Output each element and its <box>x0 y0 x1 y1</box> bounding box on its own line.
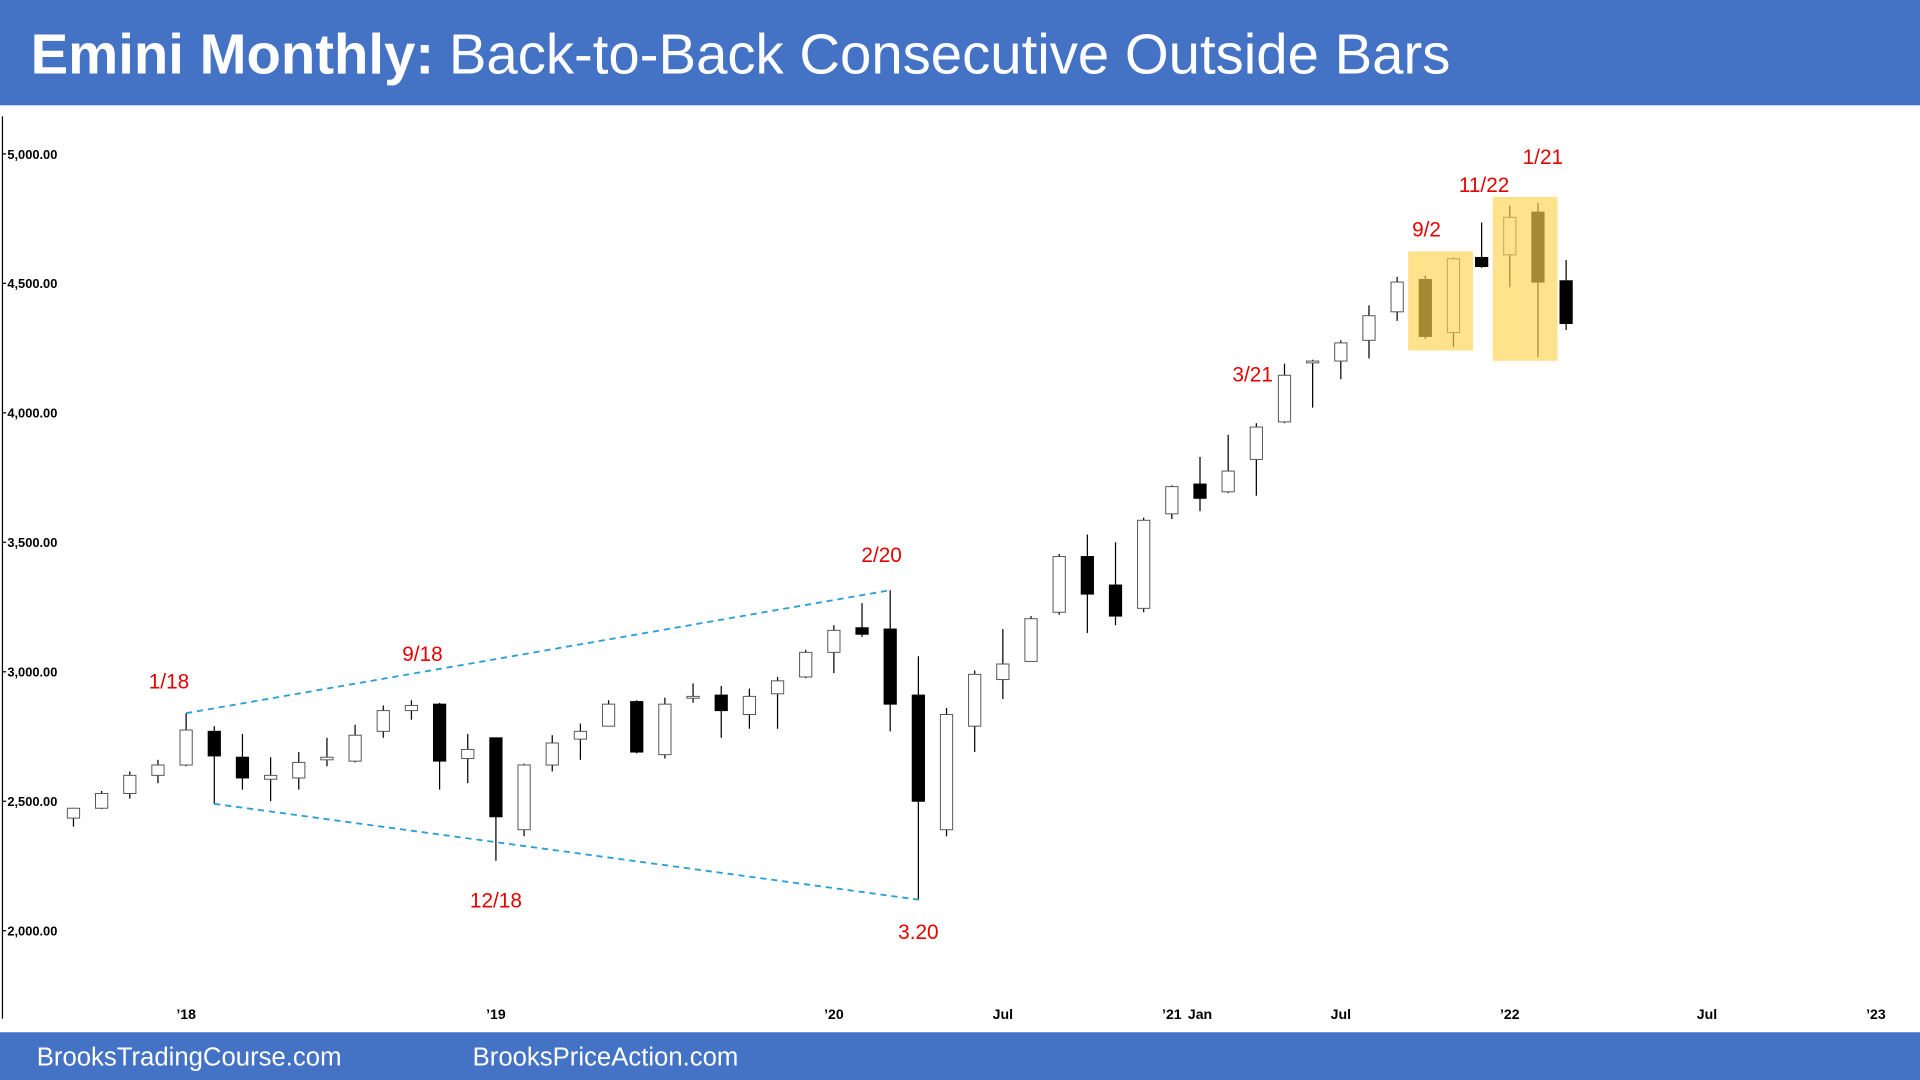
candle-body <box>1334 342 1348 362</box>
candle-body <box>66 807 81 819</box>
x-tick-label: Jul <box>1697 1006 1717 1022</box>
candle-body <box>1306 360 1320 364</box>
candle-body <box>573 730 588 740</box>
candle-body <box>770 680 785 695</box>
y-tick-label: 3,000.00 <box>7 665 57 680</box>
x-tick-label: ’23 <box>1866 1006 1886 1022</box>
annotation: 9/18 <box>402 643 442 666</box>
candle-body <box>799 651 813 678</box>
y-tick-label: 3,500.00 <box>7 535 57 550</box>
candle-body <box>207 730 221 757</box>
candle-body <box>996 663 1010 681</box>
candle-body <box>1277 374 1292 423</box>
footer-bar <box>0 1032 1920 1080</box>
candle-body <box>1475 256 1489 268</box>
candle-body <box>461 748 475 760</box>
candle-body <box>320 756 334 761</box>
candle-body <box>123 774 137 794</box>
trend-line <box>214 802 919 901</box>
annotation: 2/20 <box>861 544 901 567</box>
candle-body <box>292 761 306 779</box>
candle-body <box>1559 280 1573 324</box>
plot: 2,000.00 2,500.00 3,000.00 3,500.00 4,000.00… <box>2 146 1886 1022</box>
candle-body <box>489 737 503 818</box>
candle-body <box>376 710 390 732</box>
y-tick-label: 4,500.00 <box>7 276 57 291</box>
highlight-box <box>1492 196 1558 361</box>
annotation: 3.20 <box>898 921 938 944</box>
candle-body <box>179 729 193 766</box>
candle-body <box>714 694 728 712</box>
x-tick-label: Jan <box>1188 1006 1212 1022</box>
footer-left: BrooksTradingCourse.com <box>37 1043 342 1071</box>
y-tick-label: 2,500.00 <box>7 794 57 809</box>
title-main: Back-to-Back Consecutive Outside Bars <box>449 22 1451 85</box>
candle-body <box>911 694 925 802</box>
title-lead: Emini Monthly: <box>31 22 435 85</box>
candle-body <box>517 764 531 831</box>
x-tick-label: Jul <box>1331 1006 1351 1022</box>
x-tick-label: ’21 <box>1162 1006 1182 1022</box>
candle-body <box>658 703 672 756</box>
candle-body <box>939 714 954 831</box>
footer-right: BrooksPriceAction.com <box>473 1043 739 1071</box>
candle-body <box>630 701 644 753</box>
candle-body <box>1137 519 1151 609</box>
candle-body <box>348 734 362 762</box>
candle-body <box>1362 315 1376 341</box>
candle-body <box>968 673 982 727</box>
annotation: 1/18 <box>149 671 189 694</box>
y-tick-label: 4,000.00 <box>7 406 57 421</box>
candle-body <box>95 792 109 809</box>
annotation: 11/22 <box>1459 174 1510 197</box>
header-bar <box>0 0 1920 106</box>
candle-body <box>1249 426 1263 460</box>
candle-body <box>601 703 616 727</box>
candle-body <box>545 742 559 766</box>
x-tick-label: ’20 <box>824 1006 844 1022</box>
candle-body <box>883 628 897 705</box>
annotation: 3/21 <box>1232 364 1272 387</box>
title: Emini Monthly: Back-to-Back Consecutive O… <box>31 22 1451 85</box>
annotation: 12/18 <box>470 889 522 912</box>
annotation: 9/2 <box>1412 218 1441 241</box>
candle-body <box>1080 556 1094 595</box>
candle-body <box>1108 584 1123 617</box>
candle-body <box>151 764 165 776</box>
trend-line <box>185 589 891 715</box>
candle-body <box>404 704 419 712</box>
candle-body <box>1052 556 1066 613</box>
candle-body <box>686 695 700 699</box>
y-tick-label: 2,000.00 <box>7 924 57 939</box>
candle-body <box>1024 618 1038 662</box>
highlight-box <box>1408 251 1474 351</box>
candle-body <box>1390 281 1404 313</box>
annotation: 1/21 <box>1523 146 1563 169</box>
candle-body <box>742 695 756 715</box>
candle-body <box>1193 483 1207 499</box>
x-tick-label: Jul <box>993 1006 1013 1022</box>
candle-body <box>1221 470 1235 493</box>
x-tick-label: ’18 <box>176 1006 196 1022</box>
candle-body <box>855 627 869 635</box>
x-tick-label: ’19 <box>486 1006 506 1022</box>
candle-body <box>432 703 447 762</box>
y-tick-label: 5,000.00 <box>7 147 57 162</box>
candle-body <box>1165 486 1179 515</box>
candle-body <box>827 629 841 653</box>
x-tick-label: ’22 <box>1500 1006 1520 1022</box>
candle-body <box>264 774 278 780</box>
candle-body <box>235 756 250 779</box>
